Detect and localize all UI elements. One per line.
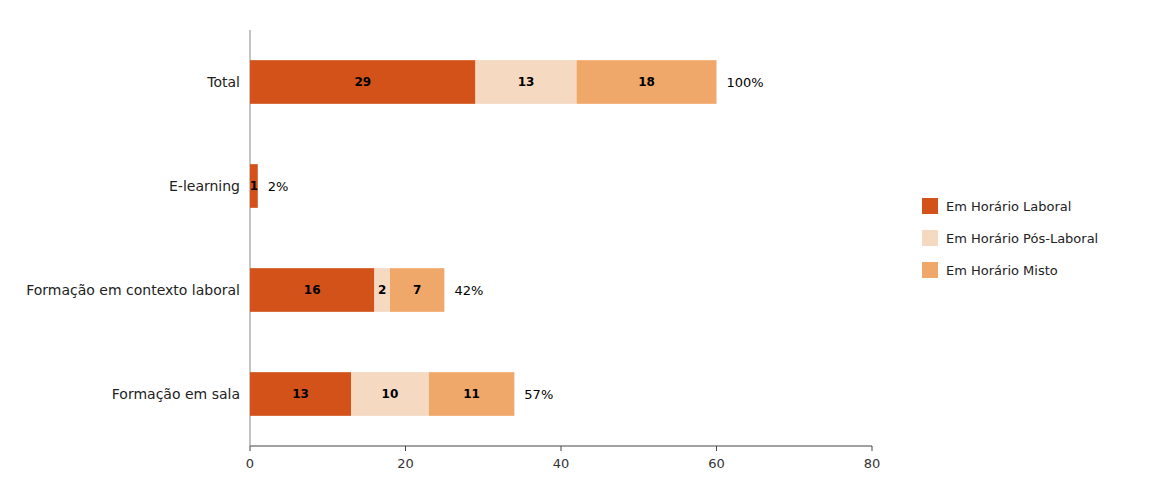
data-label: 16: [304, 283, 321, 297]
x-tick-label: 40: [553, 456, 570, 471]
x-tick-label: 60: [708, 456, 725, 471]
x-tick: [872, 446, 873, 451]
data-label: 13: [518, 75, 535, 89]
category-label: E-learning: [169, 178, 240, 194]
bar-segment: [250, 372, 351, 416]
data-label: 2: [378, 283, 386, 297]
data-label: 11: [463, 387, 480, 401]
data-label: 13: [292, 387, 309, 401]
chart-svg: 0 20 40 60 80 Formação em sala Formação em con…: [0, 0, 1172, 496]
bar-segment: [374, 268, 390, 312]
percent-label: 2%: [268, 179, 289, 194]
bar-segment: [475, 60, 576, 104]
data-label: 10: [382, 387, 399, 401]
legend-swatch: [922, 262, 938, 278]
y-axis: Formação em sala Formação em contexto lab…: [26, 74, 240, 402]
bar-segment: [429, 372, 515, 416]
legend-label: Em Horário Misto: [946, 263, 1058, 278]
percent-label: 100%: [727, 75, 764, 90]
x-tick: [405, 446, 406, 451]
data-label: 1: [250, 179, 258, 193]
category-label: Total: [206, 74, 240, 90]
percent-label: 42%: [454, 283, 483, 298]
category-label: Formação em sala: [112, 386, 240, 402]
chart-container: 0 20 40 60 80 Formação em sala Formação em con…: [0, 0, 1172, 496]
legend-label: Em Horário Pós-Laboral: [946, 231, 1098, 246]
data-label: 7: [413, 283, 421, 297]
legend-swatch: [922, 230, 938, 246]
legend-swatch: [922, 198, 938, 214]
x-tick-label: 0: [246, 456, 254, 471]
bar-segment: [250, 164, 258, 208]
x-tick-label: 80: [864, 456, 881, 471]
x-tick: [561, 446, 562, 451]
x-axis: 0 20 40 60 80: [246, 446, 880, 471]
bars: [250, 60, 717, 416]
annotations: 57% 42% 2% 100%: [268, 75, 764, 402]
x-tick-label: 20: [397, 456, 414, 471]
bar-segment: [351, 372, 429, 416]
bar-segment: [250, 268, 374, 312]
page: {"chart_data": {"type": "bar", "orientat…: [0, 0, 1172, 496]
legend: Em Horário Laboral Em Horário Pós-Laboral…: [922, 198, 1098, 278]
percent-label: 57%: [524, 387, 553, 402]
data-label: 18: [638, 75, 655, 89]
bar-segment: [250, 60, 475, 104]
x-tick: [250, 446, 251, 451]
category-label: Formação em contexto laboral: [26, 282, 240, 298]
legend-label: Em Horário Laboral: [946, 199, 1071, 214]
x-tick: [716, 446, 717, 451]
bar-segment: [577, 60, 717, 104]
bar-segment: [390, 268, 444, 312]
data-labels: 13 16 1 29 10 2 13 11 7 18: [250, 75, 655, 401]
data-label: 29: [354, 75, 371, 89]
